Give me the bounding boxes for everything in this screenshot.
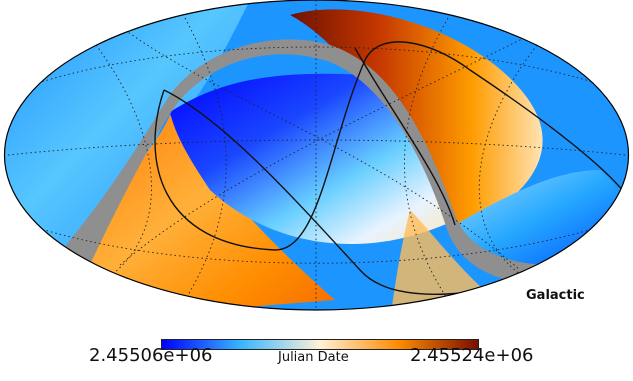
lower-left-warm-region [68,115,335,310]
map-outline [3,0,630,311]
colorbar-max-label: 2.45524e+06 [410,345,534,366]
graticule-line [404,17,449,301]
meridian-curve [354,47,456,226]
coordinate-system-label: Galactic [526,288,585,303]
ecliptic-curve [154,41,629,251]
central-blue-region [170,73,455,244]
graticule-line [124,29,521,271]
graticule-line [119,34,531,266]
sky-content [4,0,629,310]
colorbar-title: Julian Date [278,350,349,365]
graticule-line [184,17,227,301]
graticule [7,0,626,310]
graticule-line [95,44,152,286]
graticule-line [478,44,538,286]
colorbar-min-label: 2.45506e+06 [89,345,213,366]
colorbar [161,339,479,350]
